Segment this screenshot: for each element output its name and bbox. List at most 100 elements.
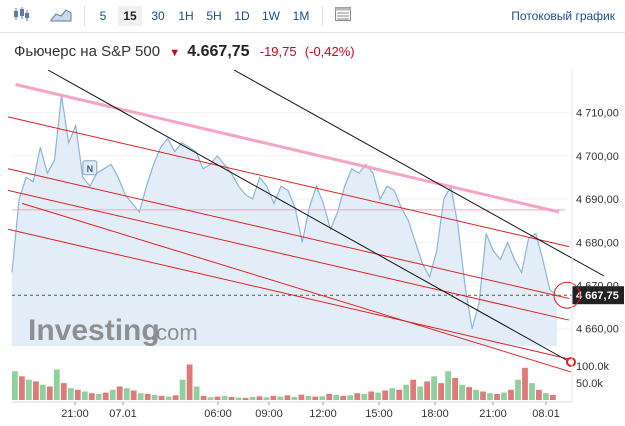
candlestick-icon[interactable] (10, 6, 32, 26)
volume-bar (452, 378, 458, 400)
interval-15-button[interactable]: 15 (118, 6, 142, 26)
volume-bar (74, 389, 81, 400)
y-tick-label: 4 680,00 (576, 237, 619, 249)
volume-tick-label: 100.0k (576, 361, 610, 373)
stream-chart-link[interactable]: Потоковый график (511, 9, 615, 23)
x-tick-label: 07.01 (109, 408, 137, 420)
channel-line-4[interactable] (7, 228, 570, 360)
x-tick-label: 08.01 (532, 408, 560, 420)
volume-tick-label: 50.0k (576, 378, 603, 390)
volume-bar (529, 383, 535, 400)
volume-bar (39, 384, 46, 400)
volume-bar (536, 389, 542, 400)
trendline-1[interactable] (47, 70, 571, 363)
volume-bar (109, 389, 116, 400)
volume-bar (431, 376, 437, 400)
volume-bar (221, 395, 228, 400)
interval-1w-button[interactable]: 1W (262, 9, 280, 23)
volume-bar (389, 388, 396, 400)
volume-bar (165, 396, 172, 400)
volume-bar (333, 394, 340, 400)
volume-bar (501, 392, 507, 400)
last-price: 4.667,75 (187, 43, 250, 60)
area-chart-icon[interactable] (48, 6, 74, 26)
price-change: -19,75 (259, 44, 297, 59)
x-tick-label: 12:00 (309, 408, 337, 420)
y-tick-label: 4 700,00 (576, 151, 619, 163)
volume-bar (172, 395, 179, 400)
y-tick-label: 4 690,00 (576, 194, 619, 206)
volume-bar (256, 396, 263, 400)
volume-bar (151, 394, 158, 400)
volume-bar (277, 396, 284, 400)
line-endpoint-handle[interactable] (566, 357, 576, 367)
x-tick-label: 21:00 (479, 408, 507, 420)
table-icon[interactable] (332, 6, 354, 26)
channel-line-3[interactable] (7, 189, 570, 321)
volume-bar (123, 388, 130, 400)
x-tick-label: 15:00 (365, 408, 393, 420)
volume-bar (319, 396, 326, 400)
channel-line-5[interactable] (21, 202, 572, 373)
interval-1m-button[interactable]: 1M (292, 9, 310, 23)
channel-line-1[interactable] (7, 116, 570, 248)
volume-bar (354, 393, 361, 400)
volume-bar (102, 392, 109, 400)
volume-bar (284, 395, 291, 400)
down-arrow-icon: ▼ (169, 47, 181, 59)
volume-bar (515, 379, 521, 400)
watermark-brand: Investing (28, 314, 160, 347)
volume-bar (487, 393, 493, 400)
drawing-handle-circle[interactable] (553, 281, 581, 309)
interval-5h-button[interactable]: 5H (206, 9, 222, 23)
price-area (12, 95, 557, 346)
toolbar: 5 15 30 1H 5H 1D 1W 1M Потоковый график (0, 0, 625, 33)
volume-bar (235, 397, 242, 400)
volume-bar (445, 371, 451, 400)
volume-bar (193, 386, 200, 400)
volume-bar (417, 386, 424, 400)
trendline-2[interactable] (233, 70, 605, 277)
news-marker-letter: N (87, 164, 94, 174)
volume-bar (396, 389, 403, 400)
volume-bar (12, 371, 18, 400)
volume-bar (19, 376, 25, 400)
interval-5-button[interactable]: 5 (99, 9, 107, 23)
volume-bar (158, 395, 165, 400)
volume-bar (375, 392, 382, 400)
volume-bar (410, 379, 417, 400)
volume-bar (438, 383, 444, 400)
volume-bar (228, 397, 235, 400)
volume-bar (137, 393, 144, 400)
watermark-suffix: .com (150, 320, 198, 345)
volume-bar (200, 395, 207, 400)
interval-30-button[interactable]: 30 (151, 9, 165, 23)
volume-bar (88, 393, 95, 400)
news-marker-icon[interactable] (82, 160, 98, 176)
y-tick-label: 4 670,00 (576, 280, 619, 292)
channel-line-2[interactable] (7, 168, 570, 299)
volume-bar (494, 393, 500, 400)
volume-bar (305, 395, 312, 400)
volume-bar (186, 364, 193, 400)
volume-bar (81, 391, 88, 400)
volume-bar (466, 387, 472, 400)
price-chart[interactable]: Investing .com N 4 667,75 4 710,00 4 700,0… (0, 70, 625, 426)
interval-1h-button[interactable]: 1H (178, 9, 194, 23)
volume-bar (326, 393, 333, 400)
volume-bar (298, 394, 305, 400)
volume-bar (347, 395, 354, 400)
interval-1d-button[interactable]: 1D (234, 9, 250, 23)
y-tick-label: 4 660,00 (576, 324, 619, 336)
instrument-name: Фьючерс на S&P 500 (14, 43, 161, 60)
volume-bar (550, 394, 556, 400)
volume-bar (361, 393, 368, 400)
y-tick-label: 4 710,00 (576, 108, 619, 120)
volume-bar (179, 379, 186, 400)
resistance-trendline[interactable] (15, 83, 560, 214)
volume-bar (144, 393, 151, 400)
volume-bar (46, 386, 53, 400)
volume-bar (403, 384, 410, 400)
volume-bar (312, 396, 319, 400)
investing-watermark: Investing .com (28, 314, 198, 347)
